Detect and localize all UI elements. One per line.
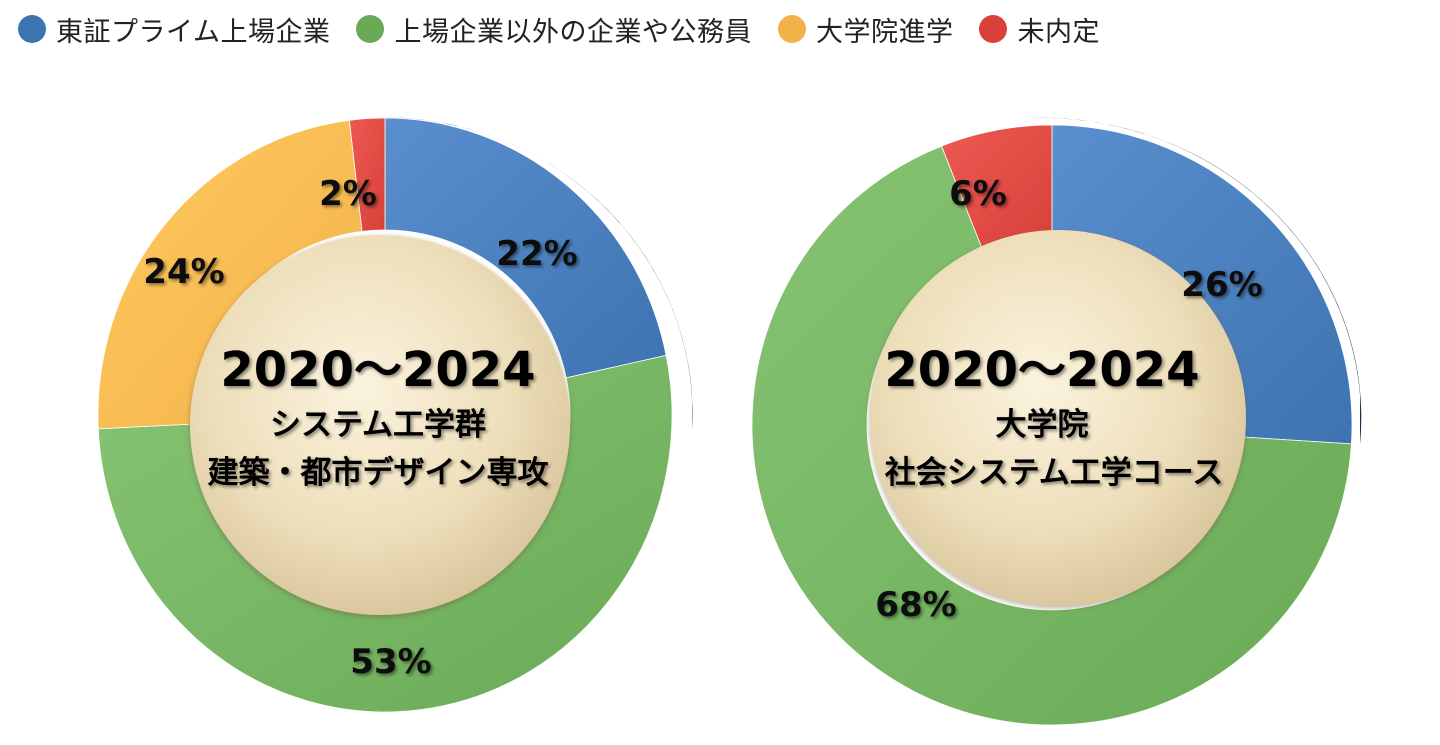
slice-prime <box>384 117 667 379</box>
legend-item-no-offer: 未内定 <box>979 10 1100 49</box>
legend-swatch-prime <box>18 15 46 43</box>
legend-item-other-employer: 上場企業以外の企業や公務員 <box>356 10 752 49</box>
slice-label-prime: 26% <box>1181 265 1262 305</box>
legend-swatch-grad-school <box>777 15 806 43</box>
center-years: 2020〜2024 <box>220 342 535 398</box>
legend-swatch-other-employer <box>356 15 385 43</box>
legend-label-no-offer: 未内定 <box>1017 16 1100 48</box>
center-line-1: 大学院 <box>996 407 1089 443</box>
chart-legend: 東証プライム上場企業 上場企業以外の企業や公務員 大学院進学 未内定 <box>18 8 1126 50</box>
slice-label-grad-school: 24% <box>143 252 224 292</box>
center-line-2: 建築・都市デザイン専攻 <box>208 455 550 491</box>
legend-item-grad-school: 大学院進学 <box>777 10 954 49</box>
slice-label-other-employer: 53% <box>350 642 431 682</box>
donut-center-disc <box>190 235 570 615</box>
slice-label-no-offer: 6% <box>949 174 1007 214</box>
legend-label-grad-school: 大学院進学 <box>815 16 954 48</box>
legend-swatch-no-offer <box>979 15 1008 43</box>
legend-label-prime: 東証プライム上場企業 <box>56 16 331 48</box>
slice-no-offer <box>348 117 386 232</box>
legend-label-other-employer: 上場企業以外の企業や公務員 <box>394 16 752 48</box>
slice-label-no-offer: 2% <box>319 174 377 214</box>
donut-chart-social-systems: 2020〜2024 大学院 社会システム工学コース 26% 68% 6% <box>751 117 1362 726</box>
donut-center-disc <box>870 230 1246 606</box>
center-line-1: システム工学群 <box>270 407 486 443</box>
donut-slices <box>97 117 673 713</box>
center-years: 2020〜2024 <box>884 342 1199 398</box>
slice-label-other-employer: 68% <box>875 585 956 625</box>
donut-chart-architecture: 2020〜2024 システム工学群 建築・都市デザイン専攻 22% 53% 24… <box>97 117 693 713</box>
slice-label-prime: 22% <box>496 234 577 274</box>
donut-slices <box>751 124 1353 726</box>
slice-other-employer <box>751 145 1352 726</box>
legend-item-prime: 東証プライム上場企業 <box>18 10 330 49</box>
center-line-2: 社会システム工学コース <box>885 455 1224 491</box>
